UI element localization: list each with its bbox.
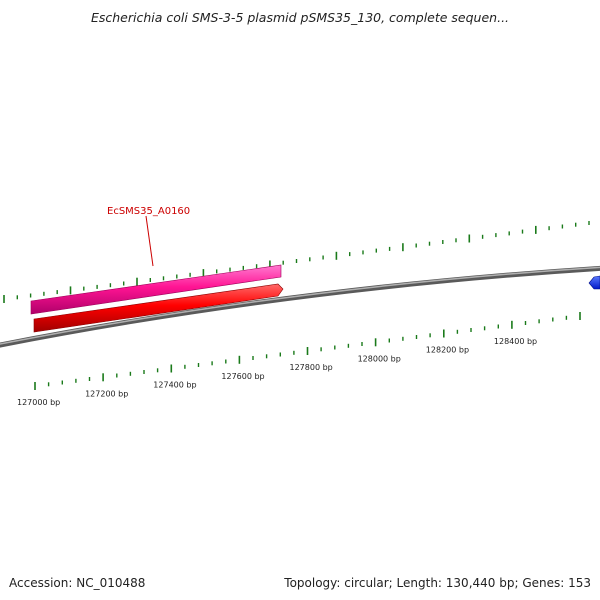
accession-text: Accession: NC_010488	[9, 576, 146, 590]
gene-label[interactable]: EcSMS35_A0160	[107, 206, 190, 217]
scale-label: 127200 bp	[85, 389, 128, 398]
scale-label: 127000 bp	[17, 398, 60, 407]
lower-tick-track	[34, 312, 581, 390]
plasmid-backbone	[0, 265, 600, 348]
scale-label: 127800 bp	[290, 363, 333, 372]
topology-summary: Topology: circular; Length: 130,440 bp; …	[284, 576, 591, 590]
scale-label: 128000 bp	[358, 354, 401, 363]
map-title: Escherichia coli SMS-3-5 plasmid pSMS35_…	[90, 10, 510, 25]
feature-ecsms35-a0160[interactable]	[30, 264, 282, 315]
gene-blue-arrow[interactable]	[588, 275, 600, 290]
scale-label: 127600 bp	[221, 372, 264, 381]
upper-tick-track	[3, 221, 590, 303]
scale-label: 128200 bp	[426, 346, 469, 355]
scale-labels: 127000 bp 127200 bp 127400 bp 127600 bp 1278…	[17, 337, 537, 407]
scale-label: 128400 bp	[494, 337, 537, 346]
gene-label-leader	[145, 215, 154, 267]
plasmid-backbone-highlight	[0, 266, 600, 345]
gene-ecsms35-a0160-arrow[interactable]	[33, 283, 284, 333]
scale-label: 127400 bp	[153, 381, 196, 390]
